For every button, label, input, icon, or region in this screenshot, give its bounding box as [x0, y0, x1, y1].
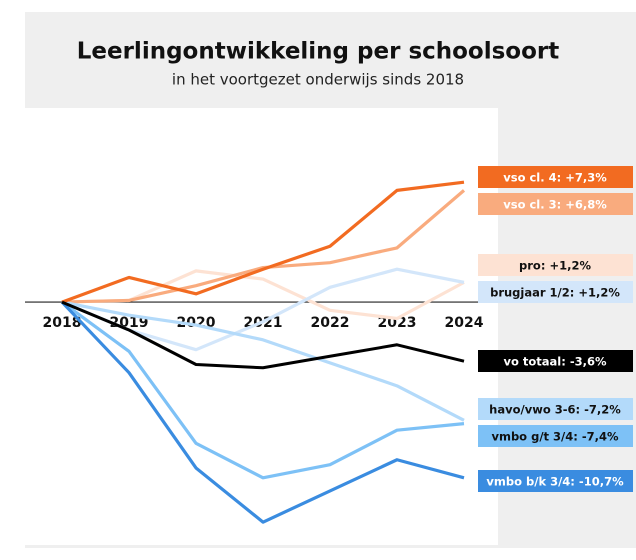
end-label-text: havo/vwo 3-6: -7,2%	[489, 402, 621, 416]
chart-subtitle: in het voortgezet onderwijs sinds 2018	[172, 71, 464, 89]
label-box	[478, 166, 633, 188]
label-box	[478, 281, 633, 303]
end-label: brugjaar 1/2: +1,2%	[478, 281, 633, 303]
series-line	[61, 300, 465, 480]
data-label: -3,6%	[570, 354, 607, 368]
data-label: +1,2%	[549, 258, 591, 272]
series-line	[61, 300, 465, 422]
label-box	[478, 425, 633, 447]
data-label: +6,8%	[565, 197, 607, 211]
end-label: vo totaal: -3,6%	[478, 350, 633, 372]
label-box	[478, 470, 633, 492]
label-box	[478, 398, 633, 420]
end-label: havo/vwo 3-6: -7,2%	[478, 398, 633, 420]
end-label: vso cl. 4: +7,3%	[478, 166, 633, 188]
end-label: vso cl. 3: +6,8%	[478, 193, 633, 215]
end-label-text: vso cl. 3: +6,8%	[503, 197, 607, 211]
plot-area	[25, 108, 498, 545]
end-label-text: pro: +1,2%	[519, 258, 591, 272]
legend-name: vso cl. 3:	[503, 197, 561, 211]
end-label-text: vso cl. 4: +7,3%	[503, 170, 607, 184]
x-tick-label: 2024	[445, 315, 484, 331]
legend-name: pro:	[519, 258, 545, 272]
end-label-text: vmbo b/k 3/4: -10,7%	[486, 474, 624, 488]
data-label: -7,2%	[584, 402, 621, 416]
series-line	[61, 300, 465, 370]
series-line	[61, 180, 465, 304]
end-label-text: vo totaal: -3,6%	[503, 354, 607, 368]
x-tick-label: 2023	[378, 315, 417, 331]
legend-name: vmbo g/t 3/4:	[491, 429, 577, 443]
end-label-text: brugjaar 1/2: +1,2%	[490, 285, 620, 299]
legend-name: havo/vwo 3-6:	[489, 402, 580, 416]
end-label: vmbo g/t 3/4: -7,4%	[478, 425, 633, 447]
label-box	[478, 350, 633, 372]
x-tick-label: 2018	[43, 315, 82, 331]
series-line	[60, 300, 465, 524]
data-label: +1,2%	[578, 285, 620, 299]
end-label: pro: +1,2%	[478, 254, 633, 276]
data-label: +7,3%	[565, 170, 607, 184]
legend-name: brugjaar 1/2:	[490, 285, 574, 299]
legend-name: vo totaal:	[503, 354, 565, 368]
legend-name: vmbo b/k 3/4:	[486, 474, 575, 488]
data-label: -7,4%	[582, 429, 619, 443]
x-tick-label: 2022	[311, 315, 350, 331]
label-box	[478, 254, 633, 276]
legend-name: vso cl. 4:	[503, 170, 561, 184]
end-label: vmbo b/k 3/4: -10,7%	[478, 470, 633, 492]
data-label: -10,7%	[579, 474, 624, 488]
chart-title: Leerlingontwikkeling per schoolsoort	[77, 39, 560, 65]
label-box	[478, 193, 633, 215]
end-label-text: vmbo g/t 3/4: -7,4%	[491, 429, 619, 443]
